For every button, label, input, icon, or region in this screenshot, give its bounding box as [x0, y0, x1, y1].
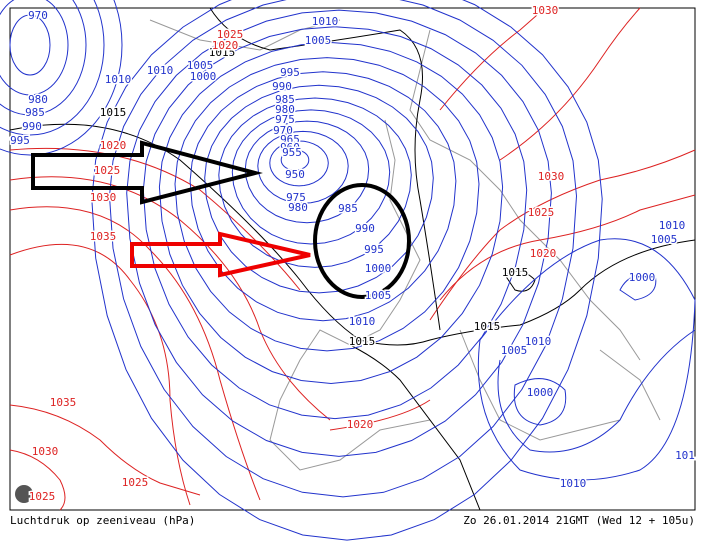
isobar-label: 990	[272, 80, 292, 93]
isobar	[91, 0, 603, 541]
isobar-label: 1005	[501, 344, 528, 357]
isobar-label: 1010	[659, 219, 686, 232]
isobar-label: 1025	[29, 490, 56, 503]
isobar-label: 1010	[147, 64, 174, 77]
isobar-label: 1000	[365, 262, 392, 275]
isobar-label: 1025	[122, 476, 149, 489]
isobar	[439, 194, 696, 301]
isobar	[439, 7, 641, 161]
isobar	[174, 57, 480, 352]
isobar-label: 975	[286, 191, 306, 204]
isobar-label: 1020	[530, 247, 557, 260]
isobar-label: 1015	[502, 266, 529, 279]
isobar-label: 1030	[32, 445, 59, 458]
isobar-label: 1010	[560, 477, 587, 490]
isobar	[9, 176, 331, 421]
isobar-label: 1010	[312, 15, 339, 28]
isobar-label: 1000	[190, 70, 217, 83]
isobar-label: 980	[288, 201, 308, 214]
isobar-label: 1005	[305, 34, 332, 47]
isobar-label: 1010	[525, 335, 552, 348]
isobar-label: 1000	[629, 271, 656, 284]
isobar-label: 1000	[527, 386, 554, 399]
isobar-label: 965	[280, 133, 300, 146]
isobar-label: 995	[364, 243, 384, 256]
isobar	[0, 0, 87, 116]
isobar	[269, 140, 329, 187]
isobar	[9, 123, 696, 346]
isobar-label: 1030	[532, 4, 559, 17]
isobar	[257, 130, 349, 204]
isobar	[477, 238, 696, 481]
isobar	[0, 0, 123, 156]
isobar-label: 101	[675, 449, 695, 462]
isobar-label: 990	[355, 222, 375, 235]
isobar-label: 1010	[105, 73, 132, 86]
isobar	[329, 399, 431, 431]
isobar-label: 970	[28, 9, 48, 22]
isobar-label: 1025	[217, 28, 244, 41]
isobar	[429, 149, 696, 321]
isobar-label: 1035	[90, 230, 117, 243]
isobar	[0, 0, 69, 96]
isobar-label: 995	[280, 66, 300, 79]
isobar-label: 1005	[365, 289, 392, 302]
isobar	[9, 14, 51, 76]
isobar	[9, 449, 66, 511]
black-arrow	[31, 140, 263, 205]
isobar-label: 1005	[187, 59, 214, 72]
isobar	[231, 109, 391, 245]
logo	[15, 485, 33, 503]
isobar	[158, 41, 504, 385]
isobar	[108, 0, 577, 498]
isobar-label: 1030	[90, 191, 117, 204]
highlight-ellipse	[313, 183, 411, 299]
isobar-label: 985	[338, 202, 358, 215]
isobar-label: 1030	[538, 170, 565, 183]
isobars	[0, 0, 696, 541]
isobar-label: 1020	[347, 418, 374, 431]
isobar-label: 1025	[94, 164, 121, 177]
isobar-label: 985	[275, 93, 295, 106]
isobar	[189, 71, 457, 322]
isobar	[513, 378, 567, 426]
isobar-label: 960	[280, 141, 300, 154]
isobar	[497, 329, 696, 453]
isobar-label: 980	[28, 93, 48, 106]
red-arrow	[130, 231, 311, 278]
isobar-label: 975	[275, 113, 295, 126]
isobar-label: 1015	[100, 106, 127, 119]
isobar-label: 985	[25, 106, 45, 119]
isobar	[126, 9, 552, 457]
isobar-label: 1005	[651, 233, 678, 246]
isobar	[280, 149, 310, 171]
isobar-label: 1010	[349, 315, 376, 328]
coastline	[149, 19, 661, 471]
isobar-label: 1020	[212, 39, 239, 52]
isobar-label: 995	[10, 134, 30, 147]
isobar-label: 1035	[50, 396, 77, 409]
isobar-label: 1015	[474, 320, 501, 333]
isobar-label: 950	[285, 168, 305, 181]
isobar-label: 970	[273, 124, 293, 137]
isobar	[9, 206, 261, 501]
isobar	[0, 0, 105, 136]
isobar-label: 1015	[209, 46, 236, 59]
footer-right: Zo 26.01.2014 21GMT (Wed 12 + 105u)	[463, 514, 695, 527]
isobar-label: 980	[275, 103, 295, 116]
isobar-label: 1020	[100, 139, 127, 152]
isobar-label: 1025	[528, 206, 555, 219]
isobar	[619, 273, 657, 301]
isobar	[204, 84, 434, 294]
footer-left: Luchtdruk op zeeniveau (hPa)	[10, 514, 195, 527]
isobar-label: 955	[282, 146, 302, 159]
isobar	[349, 344, 481, 511]
isobar-label: 1015	[349, 335, 376, 348]
isobar	[9, 404, 201, 496]
isobar	[218, 97, 412, 268]
isobar-label: 990	[22, 120, 42, 133]
